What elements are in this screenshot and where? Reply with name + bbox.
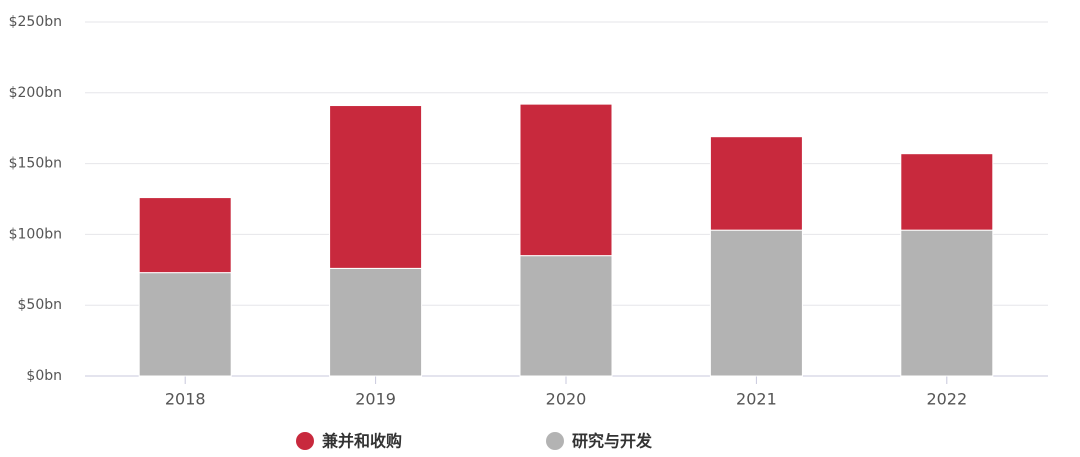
bar-segment <box>138 272 232 377</box>
legend-marker <box>546 432 564 450</box>
legend-marker <box>296 432 314 450</box>
y-tick-label: $100bn <box>9 226 62 242</box>
x-tick-label: 2022 <box>926 390 967 409</box>
x-tick-label: 2021 <box>736 390 777 409</box>
bar-segment <box>709 136 803 231</box>
x-tick-label: 2019 <box>355 390 396 409</box>
bar-segment <box>138 197 232 274</box>
y-tick-label: $200bn <box>9 85 62 101</box>
y-tick-label: $250bn <box>9 14 62 30</box>
y-tick-label: $50bn <box>18 297 62 313</box>
bar-segment <box>900 229 994 377</box>
bar-segment <box>329 105 423 269</box>
legend-label: 兼并和收购 <box>322 432 402 451</box>
y-tick-label: $0bn <box>26 368 62 384</box>
bar-segment <box>900 153 994 231</box>
bar-segment <box>709 229 803 377</box>
bar-segment <box>329 267 423 377</box>
bar-segment <box>519 255 613 377</box>
bar-segment <box>519 103 613 257</box>
x-tick-label: 2020 <box>546 390 587 409</box>
y-tick-label: $150bn <box>9 156 62 172</box>
x-tick-label: 2018 <box>165 390 206 409</box>
legend-label: 研究与开发 <box>572 432 653 451</box>
